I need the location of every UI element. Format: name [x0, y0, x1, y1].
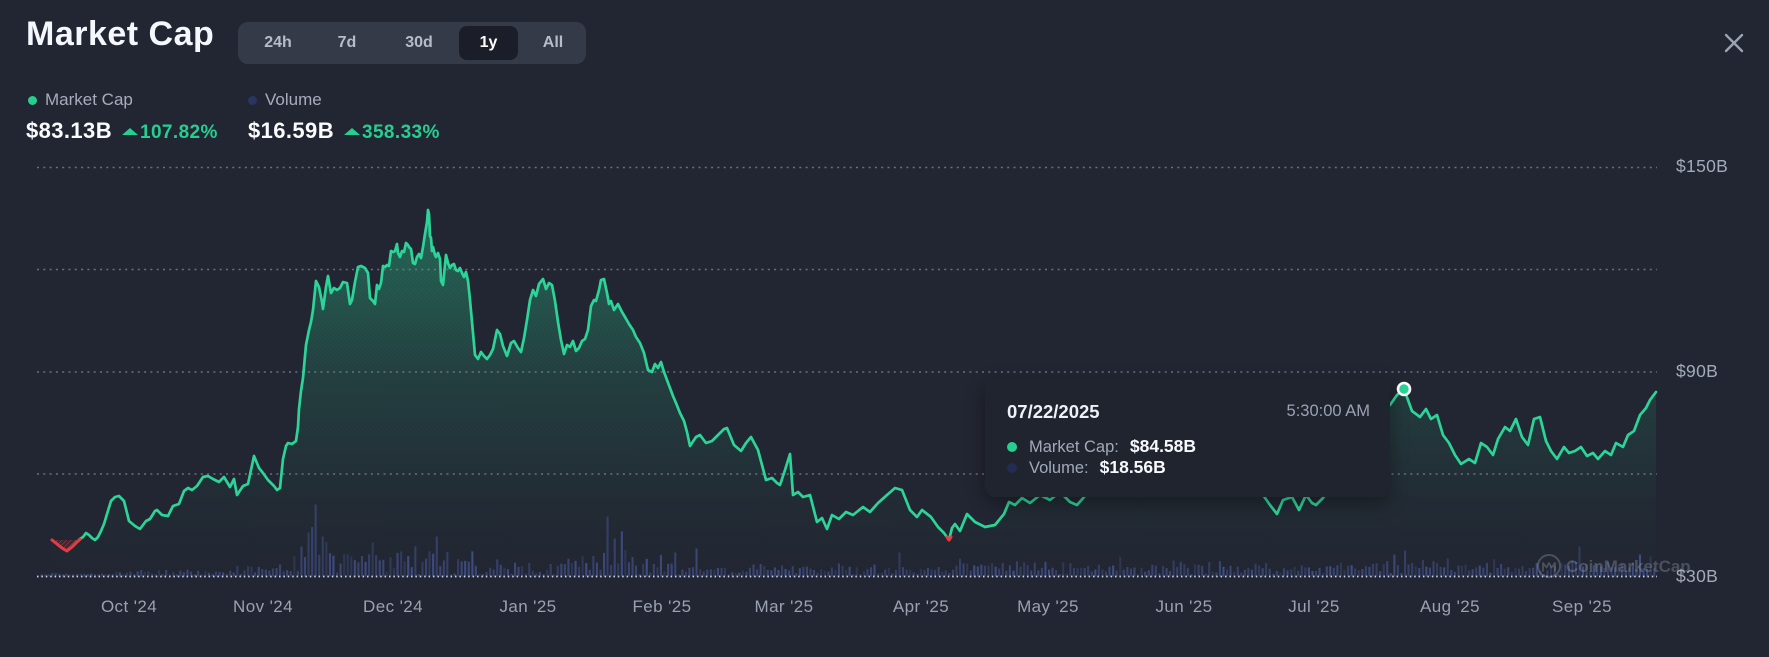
svg-text:$90B: $90B	[1676, 361, 1718, 381]
svg-text:Sep '25: Sep '25	[1552, 597, 1612, 616]
svg-text:Apr '25: Apr '25	[893, 597, 949, 616]
svg-text:Nov '24: Nov '24	[233, 597, 293, 616]
svg-text:Dec '24: Dec '24	[363, 597, 423, 616]
svg-text:$150B: $150B	[1676, 156, 1728, 176]
svg-text:Mar '25: Mar '25	[755, 597, 814, 616]
svg-text:Aug '25: Aug '25	[1420, 597, 1480, 616]
svg-text:May '25: May '25	[1017, 597, 1079, 616]
svg-text:Oct '24: Oct '24	[101, 597, 157, 616]
svg-text:Jan '25: Jan '25	[499, 597, 556, 616]
svg-text:CoinMarketCap: CoinMarketCap	[1566, 557, 1691, 576]
svg-text:Jun '25: Jun '25	[1155, 597, 1212, 616]
svg-text:$30B: $30B	[1676, 566, 1718, 586]
svg-text:Feb '25: Feb '25	[633, 597, 692, 616]
svg-text:Jul '25: Jul '25	[1288, 597, 1339, 616]
